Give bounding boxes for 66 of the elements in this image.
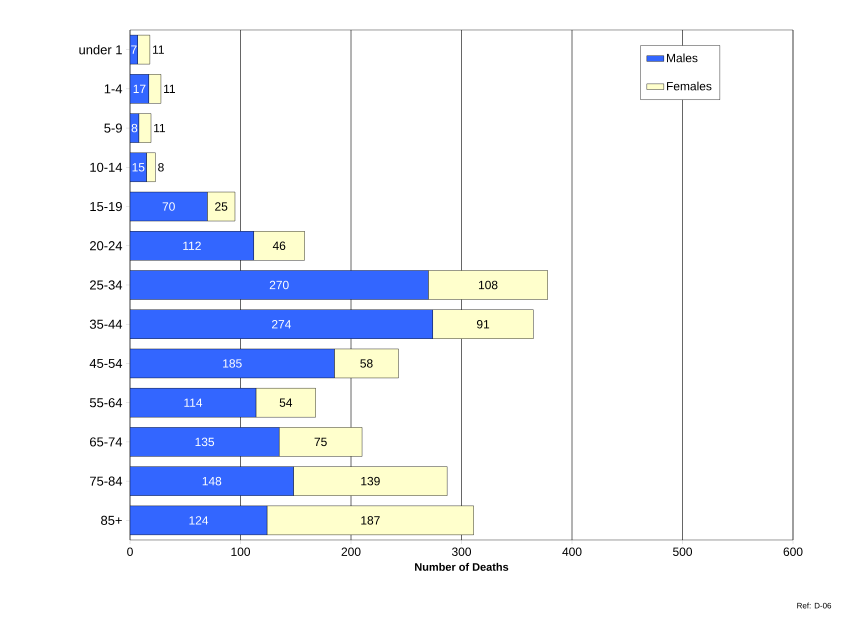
y-tick-label: 65-74: [90, 437, 122, 446]
data-label: 270: [270, 280, 289, 290]
bar: [138, 113, 152, 143]
bar: [130, 270, 429, 300]
data-label: 58: [360, 359, 373, 368]
bar: [146, 152, 156, 182]
x-tick-label: 600: [784, 548, 803, 556]
data-label: 185: [223, 359, 242, 368]
data-label: 187: [361, 516, 380, 525]
data-label: 46: [272, 242, 286, 250]
y-tick-label: 55-64: [90, 398, 122, 408]
bar: [130, 348, 335, 378]
data-label: 139: [361, 476, 380, 486]
bar: [130, 506, 268, 536]
data-label: 108: [478, 280, 498, 290]
bar: [130, 388, 256, 418]
y-tick-label: under 1: [79, 44, 122, 54]
data-label: 54: [280, 398, 292, 407]
data-label: 7: [131, 45, 137, 54]
x-tick-label: 400: [562, 548, 582, 556]
legend-label: Males: [667, 53, 698, 62]
x-tick-label: 0: [127, 548, 133, 556]
data-label: 70: [162, 202, 175, 211]
y-tick-label: 35-44: [90, 320, 122, 329]
data-label: 11: [154, 124, 166, 132]
x-tick-label: 300: [452, 548, 472, 556]
data-label: 8: [132, 124, 138, 132]
y-tick-label: 45-54: [90, 358, 122, 368]
bar: [254, 231, 305, 260]
data-label: 75: [314, 438, 327, 446]
bar: [130, 310, 433, 339]
data-label: 124: [189, 516, 208, 525]
bar: [256, 388, 316, 418]
data-label: 15: [132, 163, 144, 172]
data-label: 11: [153, 45, 164, 54]
data-label: 112: [183, 242, 201, 250]
bar: [334, 348, 399, 378]
data-label: 8: [158, 163, 164, 172]
y-tick-label: 15-19: [90, 202, 122, 212]
x-tick-label: 200: [342, 548, 361, 556]
bar: [130, 427, 280, 457]
bar: [130, 231, 254, 260]
data-label: 135: [196, 438, 214, 446]
y-tick-label: 1-4: [104, 84, 122, 94]
y-tick-label: 10-14: [90, 162, 122, 172]
legend-label: Females: [667, 82, 712, 90]
bar: [148, 74, 162, 104]
data-label: 91: [476, 320, 490, 328]
x-axis-title: Number of Deaths: [415, 562, 508, 571]
data-label: 114: [184, 398, 202, 407]
data-label: 11: [164, 84, 175, 93]
bar: [278, 427, 362, 457]
data-label: 25: [215, 202, 228, 211]
bar: [207, 192, 236, 222]
y-tick-label: 5-9: [104, 123, 122, 133]
data-label: 17: [134, 84, 146, 93]
bar: [130, 192, 208, 222]
bar: [130, 466, 294, 496]
x-tick-label: 500: [673, 548, 692, 556]
x-tick-label: 100: [231, 548, 250, 556]
y-tick-label: 20-24: [90, 241, 122, 250]
data-label: 274: [272, 320, 292, 328]
y-tick-label: 75-84: [90, 476, 122, 486]
y-tick-label: 25-34: [90, 280, 122, 290]
y-tick-label: 85+: [101, 516, 122, 525]
data-label: 148: [202, 476, 222, 486]
